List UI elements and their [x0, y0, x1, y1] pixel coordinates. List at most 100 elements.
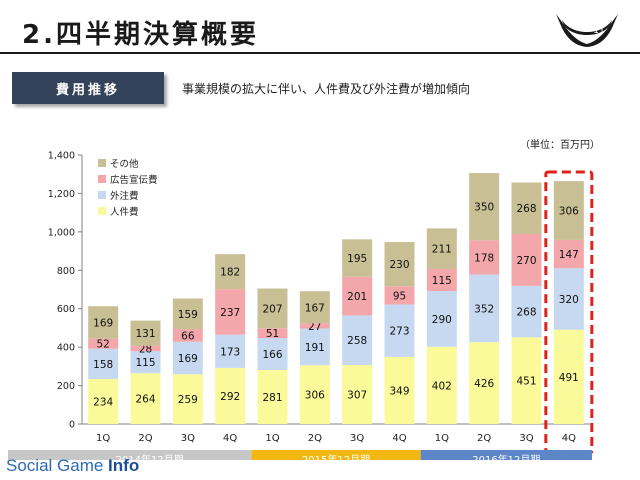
bar-segment [130, 351, 161, 374]
data-label: 264 [135, 394, 155, 406]
bar-segment [426, 346, 457, 424]
period-band [420, 450, 592, 460]
bar-segment [511, 285, 542, 338]
x-tick-label: 3Q [181, 433, 195, 444]
data-label: 207 [262, 303, 282, 315]
bar-segment [299, 291, 330, 324]
page-title: 2.四半期決算概要 [22, 20, 259, 50]
bar-segment [469, 274, 500, 343]
bar-segment [384, 242, 415, 287]
data-label: 268 [516, 307, 536, 319]
legend-swatch [98, 175, 106, 183]
data-label: 27 [308, 321, 321, 333]
data-label: 307 [347, 390, 367, 402]
bar-segment [469, 240, 500, 275]
data-label: 306 [559, 206, 579, 218]
data-label: 195 [347, 253, 367, 265]
data-label: 158 [93, 359, 113, 371]
period-band [8, 450, 252, 460]
data-label: 52 [96, 339, 109, 351]
bar-segment [299, 365, 330, 424]
period-label: 2015年12月期 [302, 453, 370, 460]
bar-segment [553, 181, 584, 240]
x-tick-label: 1Q [265, 433, 279, 444]
data-label: 178 [474, 252, 494, 264]
legend-swatch [98, 207, 106, 215]
legend-swatch [98, 159, 106, 167]
data-label: 292 [220, 391, 240, 403]
period-label: 2014年12月期 [116, 453, 184, 460]
bar-segment [172, 329, 203, 342]
x-tick-label: 3Q [519, 433, 533, 444]
bar-segment [215, 289, 246, 335]
y-tick-label: 1,200 [48, 189, 75, 200]
data-label: 270 [516, 255, 536, 267]
data-label: 159 [178, 309, 198, 321]
data-label: 51 [266, 328, 279, 340]
watermark-info-text: Info [108, 456, 140, 475]
bar-segment [215, 334, 246, 368]
x-tick-label: 2Q [308, 433, 322, 444]
period-band [251, 450, 421, 460]
bar-segment [553, 239, 584, 269]
bar-segment [88, 338, 119, 349]
watermark-logo: Social Game Info [6, 456, 139, 476]
y-tick-label: 1,400 [48, 151, 75, 162]
bar-segment [172, 341, 203, 375]
bar-segment [342, 239, 373, 277]
period-label: 2016年12月期 [472, 453, 540, 460]
x-tick-label: 2Q [477, 433, 491, 444]
bar-segment [215, 367, 246, 424]
bar-segment [257, 370, 288, 424]
bar-segment [342, 315, 373, 366]
data-label: 273 [389, 326, 409, 338]
section-badge: 費用推移 [12, 72, 164, 104]
bar-segment [172, 298, 203, 330]
data-label: 491 [559, 372, 579, 384]
x-tick-label: 4Q [392, 433, 406, 444]
y-tick-label: 0 [69, 420, 75, 431]
bar-segment [426, 228, 457, 269]
data-label: 201 [347, 291, 367, 303]
bar-segment [511, 233, 542, 286]
data-label: 211 [432, 244, 452, 256]
data-label: 350 [474, 202, 494, 214]
bar-segment [553, 268, 584, 330]
data-label: 182 [220, 267, 240, 279]
data-label: 131 [135, 328, 155, 340]
data-label: 147 [559, 249, 579, 261]
bar-segment [130, 373, 161, 424]
data-label: 169 [178, 353, 198, 365]
data-label: 281 [262, 392, 282, 404]
data-label: 349 [389, 385, 409, 397]
data-label: 191 [305, 342, 325, 354]
data-label: 28 [139, 343, 152, 355]
data-label: 290 [432, 314, 452, 326]
watermark-text: Social Game [6, 456, 109, 475]
bar-segment [257, 288, 288, 329]
y-tick-label: 1,000 [48, 227, 75, 238]
page-number: 11 [593, 26, 605, 36]
bar-segment [511, 182, 542, 234]
data-label: 169 [93, 317, 113, 329]
x-tick-label: 4Q [223, 433, 237, 444]
slide-subtitle: 事業規模の拡大に伴い、人件費及び外注費が増加傾向 [182, 82, 471, 96]
bar-segment [88, 348, 119, 380]
bar-segment [553, 329, 584, 424]
bar-segment [257, 328, 288, 339]
x-tick-label: 1Q [96, 433, 110, 444]
data-label: 173 [220, 346, 240, 358]
bar-segment [469, 173, 500, 241]
bar-segment [342, 276, 373, 316]
bar-segment [511, 337, 542, 424]
data-label: 115 [135, 357, 155, 369]
bar-segment [215, 254, 246, 290]
bar-segment [130, 320, 161, 346]
x-tick-label: 4Q [562, 433, 576, 444]
y-tick-label: 600 [57, 304, 75, 315]
bar-segment [88, 306, 119, 339]
data-label: 268 [516, 203, 536, 215]
data-label: 352 [474, 303, 494, 315]
x-tick-label: 2Q [138, 433, 152, 444]
cost-stacked-bar-chart: 0 200 400 600 800 1,000 1,200 1,400 234 158 52 169 1… [8, 151, 594, 460]
